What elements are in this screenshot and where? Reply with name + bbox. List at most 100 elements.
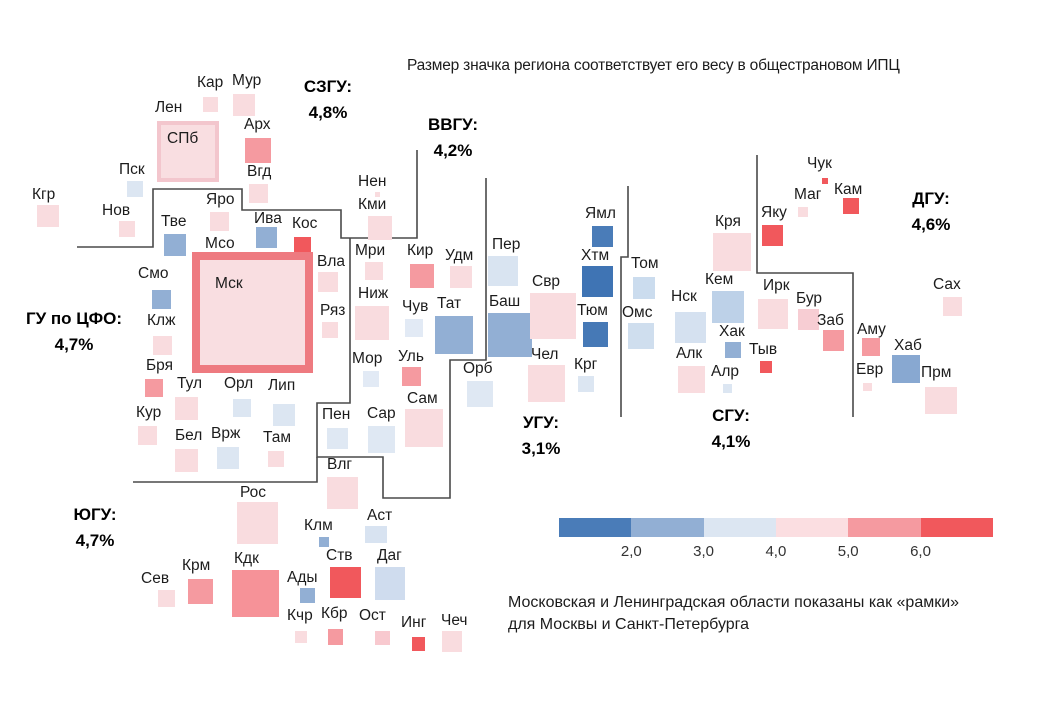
region-label-Бел: Бел: [175, 427, 203, 444]
region-label-Мсо: Мсо: [205, 235, 235, 252]
region-label-Врж: Врж: [211, 425, 241, 442]
region-tile-Хтм: [582, 266, 613, 297]
region-label-Нск: Нск: [671, 288, 697, 305]
region-tile-Пск: [127, 181, 143, 197]
region-tile-Маг: [798, 207, 808, 217]
region-tile-Уль: [402, 367, 421, 386]
region-tile-Чук: [822, 178, 828, 184]
legend-segment-3: [703, 518, 777, 537]
legend-tick-4,0: 4,0: [765, 543, 787, 560]
region-label-Крм: Крм: [182, 557, 211, 574]
region-tile-Ниж: [355, 306, 389, 340]
region-tile-Кгр: [37, 205, 59, 227]
region-tile-Кбр: [328, 629, 343, 645]
district-label-УГУ: УГУ: 3,1%: [521, 413, 561, 458]
region-tile-Яку: [762, 225, 783, 246]
region-label-Даг: Даг: [377, 547, 402, 564]
region-tile-Ост: [375, 631, 390, 645]
legend-tick-5,0: 5,0: [837, 543, 859, 560]
region-tile-Сар: [368, 426, 395, 453]
legend-segment-1: [559, 518, 632, 537]
region-label-Тул: Тул: [177, 375, 203, 392]
region-tile-Бря: [145, 379, 163, 397]
region-tile-Рос: [237, 502, 278, 544]
region-tile-Мор: [363, 371, 379, 387]
region-label-Яро: Яро: [206, 191, 235, 208]
region-label-Мор: Мор: [352, 350, 383, 367]
region-tile-Вгд: [249, 184, 268, 203]
region-label-Лип: Лип: [268, 377, 296, 394]
region-label-Кем: Кем: [705, 271, 734, 288]
region-label-Там: Там: [263, 429, 292, 446]
region-label-Ива: Ива: [254, 210, 282, 227]
region-tile-Алр: [723, 384, 732, 393]
region-label-Клж: Клж: [147, 312, 176, 329]
region-label-Нен: Нен: [358, 173, 387, 190]
region-label-Вгд: Вгд: [247, 163, 272, 180]
region-label-Хак: Хак: [719, 323, 745, 340]
region-label-Крг: Крг: [574, 356, 598, 373]
region-label-Тыв: Тыв: [749, 341, 778, 358]
region-label-Бур: Бур: [796, 290, 823, 307]
region-tile-Крг: [578, 376, 594, 392]
region-label-Чел: Чел: [531, 346, 559, 363]
region-label-Пск: Пск: [119, 161, 145, 178]
size-note: Размер значка региона соответствует его …: [407, 57, 900, 74]
region-tile-Яро: [210, 212, 229, 231]
region-tile-Арх: [245, 138, 271, 163]
region-tile-Мур: [233, 94, 255, 116]
region-label-Мри: Мри: [355, 242, 386, 259]
region-label-Сах: Сах: [933, 276, 961, 293]
region-label-Кми: Кми: [358, 196, 387, 213]
region-tile-Кар: [203, 97, 218, 112]
region-label-Удм: Удм: [445, 247, 474, 264]
region-tile-Пер: [488, 256, 518, 286]
legend-segment-5: [848, 518, 921, 537]
region-label-Сам: Сам: [407, 390, 438, 407]
region-tile-Аст: [365, 526, 387, 543]
region-label-Чув: Чув: [402, 298, 429, 315]
region-tile-Ряз: [322, 322, 338, 338]
region-tile-Нов: [119, 221, 135, 237]
region-tile-Омс: [628, 323, 654, 349]
legend-segment-4: [775, 518, 849, 537]
region-tile-Клж: [153, 336, 172, 355]
region-tile-Нск: [675, 312, 706, 343]
region-label-Смо: Смо: [138, 265, 169, 282]
region-label-Свр: Свр: [532, 273, 561, 290]
region-label-Ств: Ств: [326, 547, 353, 564]
region-tile-Там: [268, 451, 284, 467]
region-tile-Аму: [862, 338, 880, 356]
region-tile-Тыв: [760, 361, 772, 373]
region-tile-Алк: [678, 366, 705, 393]
region-label-Мск: Мск: [215, 275, 243, 292]
region-tile-Баш: [488, 313, 532, 357]
region-label-Кбр: Кбр: [321, 605, 348, 622]
region-label-Кос: Кос: [292, 215, 318, 232]
region-tile-Хаб: [892, 355, 920, 383]
region-label-Кам: Кам: [834, 181, 863, 198]
region-tile-Тат: [435, 316, 473, 354]
region-tile-Крм: [188, 579, 213, 604]
region-tile-Том: [633, 277, 655, 299]
region-tile-Кчр: [295, 631, 307, 643]
region-label-Тюм: Тюм: [577, 302, 608, 319]
district-label-СЗГУ: СЗГУ: 4,8%: [303, 77, 353, 122]
legend-tick-6,0: 6,0: [910, 543, 931, 560]
legend-segment-6: [920, 518, 994, 537]
region-tile-Клм: [319, 537, 329, 547]
region-label-Омс: Омс: [622, 304, 653, 321]
region-tile-Кур: [138, 426, 157, 445]
region-tile-Кдк: [232, 570, 279, 617]
region-label-Кур: Кур: [136, 404, 162, 421]
region-tile-Орл: [233, 399, 251, 417]
region-label-Кря: Кря: [715, 213, 741, 230]
region-label-Кир: Кир: [407, 242, 434, 259]
region-label-Кгр: Кгр: [32, 186, 56, 203]
region-label-Ряз: Ряз: [320, 302, 346, 319]
region-label-Том: Том: [631, 255, 659, 272]
region-label-Ирк: Ирк: [763, 277, 790, 294]
region-tile-Бур: [798, 309, 819, 330]
region-tile-Пен: [327, 428, 348, 449]
region-label-Орл: Орл: [224, 375, 254, 392]
